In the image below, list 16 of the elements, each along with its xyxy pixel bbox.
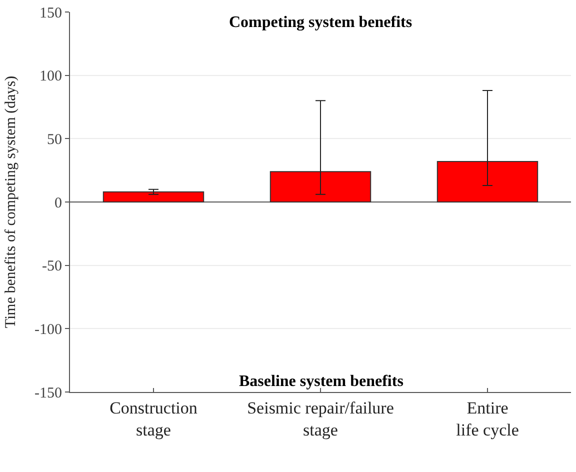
annotation: Baseline system benefits — [239, 373, 404, 390]
bar — [436, 160, 538, 202]
y-tick-label: 150 — [40, 5, 62, 22]
y-tick-label: -150 — [34, 385, 62, 402]
x-tick-label: Construction stage — [110, 398, 198, 440]
annotation: Competing system benefits — [229, 14, 412, 31]
y-tick-label: 50 — [47, 132, 62, 148]
x-tick-label: Seismic repair/failure stage — [247, 398, 394, 440]
y-axis-title: Time benefits of competing system (days) — [2, 76, 19, 328]
y-tick-label: 0 — [54, 195, 62, 212]
bar — [102, 191, 204, 202]
y-tick-label: -100 — [34, 322, 62, 338]
x-tick-label: Entire life cycle — [456, 398, 519, 440]
bar — [270, 171, 372, 202]
y-tick-label: -50 — [42, 258, 62, 275]
y-tick-label: 100 — [40, 68, 62, 85]
